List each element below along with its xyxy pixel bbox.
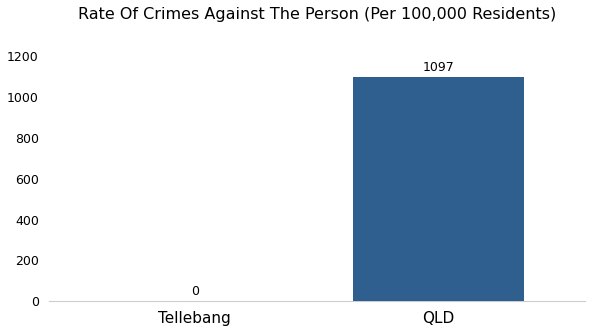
Text: 1097: 1097 [423, 61, 455, 74]
Title: Rate Of Crimes Against The Person (Per 100,000 Residents): Rate Of Crimes Against The Person (Per 1… [78, 7, 556, 22]
Bar [353, 77, 524, 301]
Text: 0: 0 [191, 285, 199, 298]
